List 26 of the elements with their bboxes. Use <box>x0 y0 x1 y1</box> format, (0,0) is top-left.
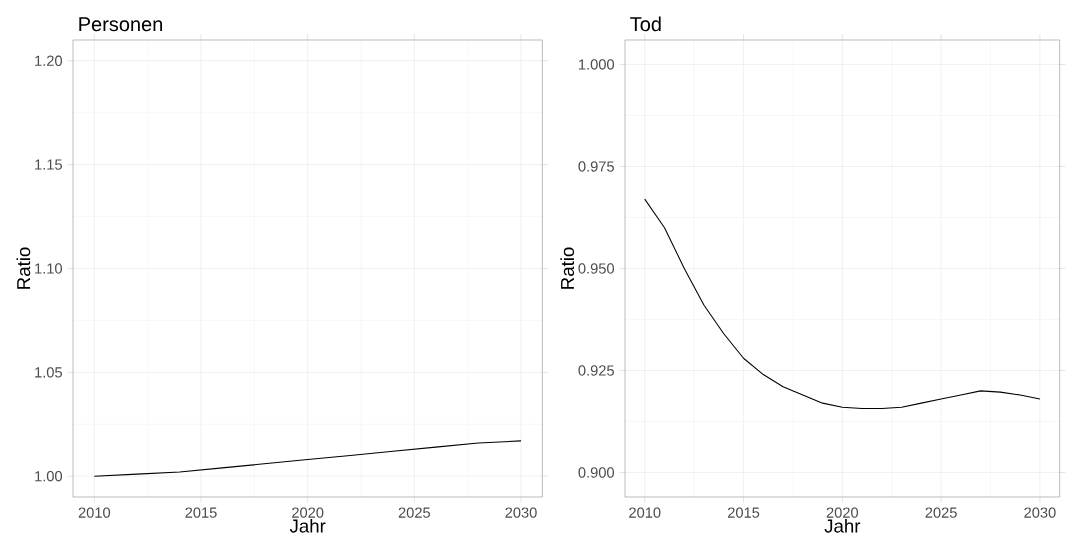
chart-title: Personen <box>79 17 163 32</box>
y-tick-label: 1.000 <box>579 59 615 70</box>
y-tick-label: 1.15 <box>35 159 62 170</box>
x-tick-label: 2025 <box>925 507 957 518</box>
x-tick-label: 2030 <box>505 507 537 518</box>
y-tick-label: 1.10 <box>35 263 63 274</box>
x-tick-label: 2010 <box>78 507 111 518</box>
x-tick-label: 2025 <box>398 507 431 518</box>
x-tick-label: 2030 <box>1024 507 1056 518</box>
x-axis-title: Jahr <box>289 518 326 533</box>
chart-title: Tod <box>630 16 661 32</box>
y-axis-title: Ratio <box>560 247 575 289</box>
y-axis-title: Ratio <box>16 247 31 289</box>
x-tick-label: 2015 <box>727 507 760 518</box>
y-tick-label: 0.950 <box>578 263 615 274</box>
y-tick-label: 1.20 <box>35 55 63 66</box>
x-tick-label: 2020 <box>826 507 859 518</box>
x-tick-label: 2015 <box>185 507 217 518</box>
y-tick-label: 1.05 <box>35 367 62 378</box>
y-tick-label: 0.900 <box>578 467 615 478</box>
x-axis-title: Jahr <box>824 518 861 533</box>
y-tick-label: 1.00 <box>35 471 63 482</box>
y-tick-label: 0.925 <box>578 365 614 376</box>
y-tick-label: 0.975 <box>578 161 614 172</box>
x-tick-label: 2010 <box>629 507 661 518</box>
x-tick-label: 2020 <box>292 507 324 518</box>
